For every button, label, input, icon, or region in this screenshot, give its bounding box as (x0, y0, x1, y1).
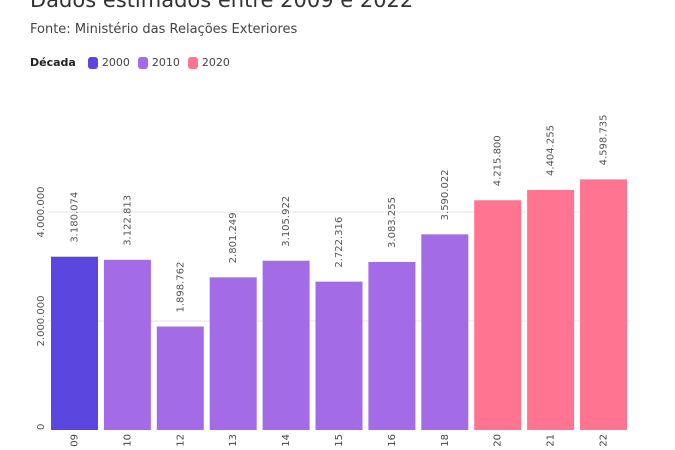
data-label: 3.180.074 (70, 192, 81, 243)
bar (209, 277, 257, 430)
legend: Década 2000 2010 2020 (30, 56, 230, 69)
data-label: 4.404.255 (546, 125, 557, 176)
y-tick-label: 0 (36, 424, 47, 430)
data-label: 3.122.813 (122, 195, 133, 246)
x-tick-label: 18 (440, 434, 451, 447)
legend-swatch-2000 (87, 56, 98, 69)
data-label: 3.590.022 (440, 169, 451, 220)
legend-label-2020: 2020 (201, 56, 230, 69)
legend-swatch-2010 (137, 56, 148, 69)
bar (156, 326, 204, 430)
chart-title: Dados estimados entre 2009 e 2022 (30, 0, 414, 12)
x-tick-label: 15 (334, 434, 345, 447)
bar (51, 256, 98, 430)
data-label: 1.898.762 (175, 262, 186, 313)
bar (315, 281, 363, 430)
bar (368, 261, 416, 430)
chart-subtitle: Fonte: Ministério das Relações Exteriore… (30, 22, 298, 37)
x-tick-label: 20 (493, 434, 504, 447)
y-tick-label: 2.000.000 (36, 296, 47, 347)
legend-label-2000: 2000 (101, 56, 130, 69)
legend-swatch-2020 (187, 56, 198, 69)
x-tick-label: 13 (228, 434, 239, 447)
x-tick-label: 21 (546, 434, 557, 447)
data-label: 4.215.800 (493, 135, 504, 186)
bar (421, 234, 469, 430)
data-label: 3.083.255 (387, 197, 398, 248)
x-tick-label: 16 (387, 434, 398, 447)
bar (103, 259, 151, 430)
bar (474, 200, 522, 430)
x-tick-label: 09 (70, 434, 81, 447)
x-tick-label: 22 (599, 434, 610, 447)
bar (580, 179, 627, 430)
y-tick-label: 4.000.000 (36, 187, 47, 238)
data-label: 4.598.735 (599, 114, 610, 165)
bar (527, 189, 575, 430)
x-tick-label: 14 (281, 434, 292, 447)
data-label: 3.105.922 (281, 196, 292, 247)
x-tick-label: 12 (175, 434, 186, 447)
bar (262, 260, 310, 430)
legend-label-2010: 2010 (151, 56, 180, 69)
legend-title: Década (30, 56, 76, 69)
data-label: 2.722.316 (334, 217, 345, 268)
x-tick-label: 10 (122, 434, 133, 447)
data-label: 2.801.249 (228, 212, 239, 263)
